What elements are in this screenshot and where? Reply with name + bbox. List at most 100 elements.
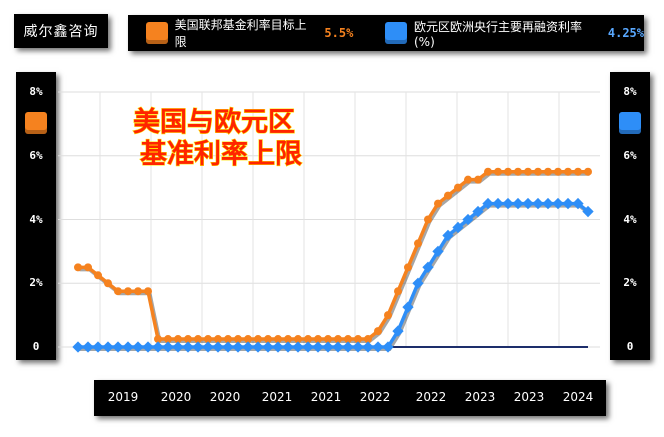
x-tick-label: 2024 [562,390,594,404]
data-point [422,261,434,273]
y-tick-label: 2% [29,276,43,290]
legend-label-eu: 欧元区欧洲央行主要再融资利率(%) [413,19,582,49]
data-point [554,167,562,176]
legend-item-eu: 欧元区欧洲央行主要再融资利率(%) 4.25% [385,18,644,49]
data-point [464,175,472,184]
y-tick-label: 0 [32,340,40,353]
data-point [232,341,244,353]
data-point [474,175,482,184]
series-us-fed-rate [74,167,592,344]
y-tick-label: 8% [29,85,43,98]
data-point [512,197,524,210]
data-point [304,335,312,344]
data-point [104,279,112,288]
legend: 美国联邦基金利率目标上限 5.5% 欧元区欧洲央行主要再融资利率(%) 4.25… [128,15,644,51]
data-point [482,197,494,210]
data-point [564,167,572,176]
data-point [352,341,364,353]
data-point [354,335,362,344]
data-point [132,341,144,353]
data-point [364,335,372,344]
data-point [372,341,384,353]
data-point [144,287,152,296]
data-point [394,287,402,296]
left-axis-swatch-us [25,112,47,134]
data-point [194,335,202,344]
data-point [572,197,584,210]
legend-value-us: 5.5% [324,26,354,40]
x-tick-label: 2022 [415,390,447,404]
data-point [164,335,172,344]
data-point [384,311,392,320]
data-point [162,341,174,353]
data-point [434,199,442,208]
data-point [152,341,164,353]
y-tick-label: 6% [29,148,43,162]
chart-title-line-1: 美国与欧元区 [133,106,295,138]
data-point [314,335,322,344]
data-point [502,197,514,210]
data-point [142,341,154,353]
data-point [412,277,424,289]
x-tick-label: 2022 [359,390,391,404]
y-tick-label: 4% [623,212,637,226]
legend-swatch-eu [385,22,407,44]
data-point [264,335,272,344]
data-point [442,229,454,242]
data-point [544,167,552,176]
data-point [444,191,452,200]
y-tick-label: 4% [29,212,43,226]
data-point [532,197,544,210]
data-point [524,167,532,176]
data-point [562,197,574,210]
data-point [184,335,192,344]
data-point [574,167,582,176]
x-tick-label: 2023 [513,390,545,404]
data-point [274,335,282,344]
data-point [124,287,132,296]
legend-value-eu: 4.25% [607,26,644,40]
data-point [282,341,294,353]
series-shadow [79,171,590,344]
data-point [224,335,232,344]
legend-swatch-us [146,22,168,44]
left-y-axis: 0 2% 4% 6% 8% [16,72,56,360]
x-tick-label: 2020 [160,390,192,404]
data-point [342,341,354,353]
y-tick-label: 8% [623,85,637,98]
data-point [432,245,444,258]
right-y-axis: 0 2% 4% 6% 8% [610,72,650,360]
data-point [292,341,304,353]
data-point [214,335,222,344]
data-point [404,263,412,272]
data-point [234,335,242,344]
data-point [392,325,404,337]
data-point [154,335,162,344]
data-point [522,197,534,210]
legend-label-us: 美国联邦基金利率目标上限 [174,18,307,49]
chart-title-line-2: 基准利率上限 [140,138,302,170]
data-point [374,327,382,336]
data-point [552,197,564,210]
data-point [192,341,204,353]
data-point [182,341,194,353]
data-point [134,287,142,296]
y-tick-label: 2% [623,276,637,290]
data-point [172,341,184,353]
data-point [414,239,422,248]
x-tick-label: 2020 [209,390,241,404]
data-point [514,167,522,176]
data-point [584,167,592,176]
x-tick-label: 2019 [107,390,139,404]
legend-item-us: 美国联邦基金利率目标上限 5.5% [146,16,353,50]
data-point [284,335,292,344]
data-point [462,213,474,226]
data-point [222,341,234,353]
y-tick-label: 6% [623,148,637,162]
data-point [262,341,274,353]
data-point [334,335,342,344]
data-point [114,287,122,296]
data-point [312,341,324,353]
data-point [332,341,344,353]
